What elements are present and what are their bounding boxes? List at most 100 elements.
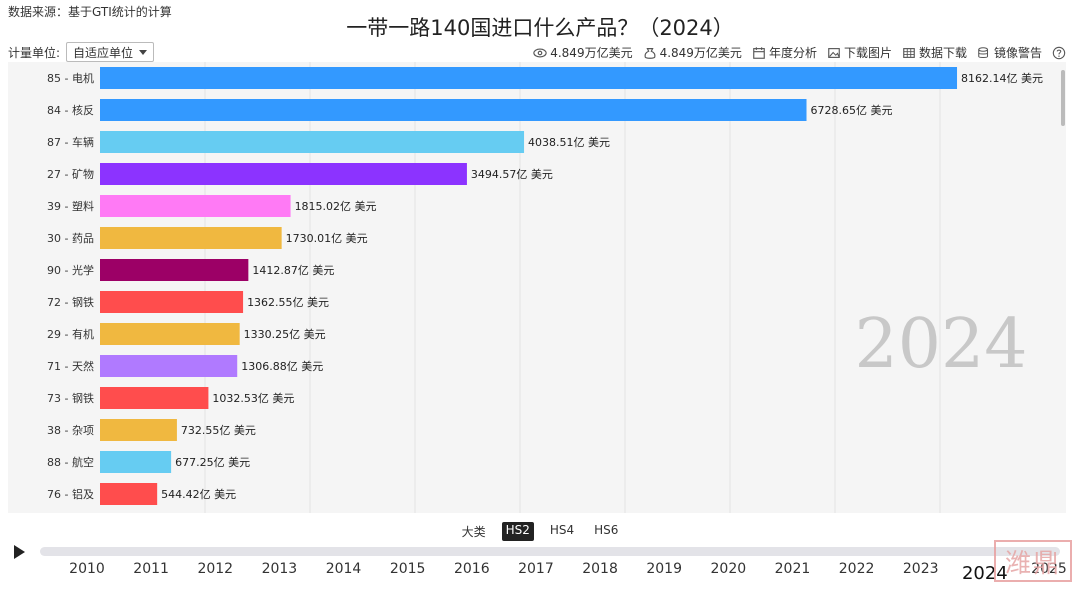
timeline-year[interactable]: 2016	[453, 561, 490, 577]
watermark-stamp: 潍鼎	[994, 540, 1072, 582]
category-label: 27 - 矿物	[47, 167, 94, 181]
timeline-years: 2010 2011 2012 2013 2014 2015 2016 2017 2018 2019…	[0, 561, 1080, 585]
stat-a[interactable]: 4.849万亿美元	[533, 44, 633, 61]
download-image-label: 下载图片	[843, 46, 892, 60]
timeline-year[interactable]: 2012	[197, 561, 234, 577]
timeline-year[interactable]: 2019	[646, 561, 683, 577]
grid-lines	[204, 62, 941, 513]
category-label: 72 - 钢铁	[47, 296, 94, 309]
value-label: 1032.53亿 美元	[212, 392, 294, 405]
chart-title: 一带一路140国进口什么产品？（2024）	[346, 16, 734, 40]
value-label: 1730.01亿 美元	[286, 232, 368, 245]
timeline-year[interactable]: 2020	[710, 561, 747, 577]
category-label: 71 - 天然	[47, 359, 94, 373]
bar[interactable]	[100, 163, 467, 185]
mirror-warning-label: 镜像警告	[993, 46, 1042, 60]
download-data-button[interactable]: 数据下载	[902, 44, 967, 61]
timeline-year[interactable]: 2021	[774, 561, 811, 577]
bar[interactable]	[100, 387, 209, 409]
scrollbar-thumb[interactable]	[1061, 70, 1065, 126]
value-label: 1815.02亿 美元	[295, 200, 377, 213]
bar[interactable]	[100, 131, 525, 153]
bar[interactable]	[100, 67, 958, 89]
play-icon[interactable]	[14, 545, 25, 559]
category-label: 39 - 塑料	[47, 199, 94, 213]
level-tab[interactable]: HS2	[501, 522, 534, 541]
timeline-year[interactable]: 2014	[325, 561, 362, 577]
bar-chart: 2024 85 - 电机 8162.14亿 美元 84 - 核反 6728.65亿 美…	[47, 62, 1043, 513]
value-label: 4038.51亿 美元	[528, 136, 610, 149]
timeline-year[interactable]: 2024	[961, 563, 1008, 584]
value-label: 1330.25亿 美元	[244, 328, 326, 341]
bar[interactable]	[100, 227, 282, 249]
bar[interactable]	[100, 451, 172, 473]
timeline-year[interactable]: 2010	[69, 561, 105, 577]
bar[interactable]	[100, 355, 238, 377]
year-watermark: 2024	[854, 305, 1027, 384]
bar[interactable]	[100, 483, 158, 505]
stat-b[interactable]: 4.849万亿美元	[643, 44, 742, 61]
unit-label: 计量单位:	[8, 45, 61, 60]
timeline-year[interactable]: 2017	[518, 561, 554, 577]
money-bag-icon	[644, 47, 656, 59]
bar[interactable]	[100, 195, 291, 217]
data-source-label: 数据来源：基于GTI统计的计算	[8, 5, 172, 19]
value-label: 8162.14亿 美元	[961, 72, 1043, 85]
mirror-warning-button[interactable]: 镜像警告	[977, 44, 1042, 61]
download-image-button[interactable]: 下载图片	[827, 44, 892, 61]
timeline-year[interactable]: 2025	[1031, 561, 1067, 577]
category-label: 38 - 杂项	[47, 424, 94, 437]
timeline-year[interactable]: 2013	[261, 561, 298, 577]
timeline-track[interactable]	[40, 547, 1060, 556]
level-tab[interactable]: 大类	[461, 525, 486, 539]
category-label: 88 - 航空	[47, 455, 94, 469]
category-label: 29 - 有机	[47, 327, 94, 341]
value-label: 3494.57亿 美元	[471, 168, 553, 181]
timeline-year[interactable]: 2023	[902, 561, 939, 577]
category-label: 85 - 电机	[47, 71, 94, 85]
value-label: 1412.87亿 美元	[252, 264, 334, 277]
bar[interactable]	[100, 99, 807, 121]
hs-level-tabs: 大类 HS2 HS4 HS6	[0, 522, 1080, 541]
value-label: 1362.55亿 美元	[247, 296, 329, 309]
bar[interactable]	[100, 259, 249, 281]
chart-panel: 2024 85 - 电机 8162.14亿 美元 84 - 核反 6728.65亿 美…	[8, 62, 1066, 513]
timeline-year[interactable]: 2018	[582, 561, 618, 577]
value-label: 544.42亿 美元	[161, 488, 236, 501]
level-tab[interactable]: HS6	[594, 523, 619, 537]
help-button[interactable]	[1052, 46, 1066, 60]
annual-analysis-button[interactable]: 年度分析	[752, 44, 817, 61]
database-icon	[978, 46, 989, 58]
stat-a-value: 4.849万亿美元	[550, 46, 633, 60]
level-tab[interactable]: HS4	[549, 523, 575, 537]
bars: 85 - 电机 8162.14亿 美元 84 - 核反 6728.65亿 美元 87 -…	[47, 67, 1043, 505]
chevron-down-icon	[139, 49, 148, 55]
bar[interactable]	[100, 419, 177, 441]
timeline-year[interactable]: 2015	[389, 561, 426, 577]
timeline-year[interactable]: 2011	[133, 561, 169, 577]
category-label: 90 - 光学	[47, 263, 94, 277]
value-label: 6728.65亿 美元	[811, 104, 893, 117]
eye-icon	[533, 47, 547, 58]
category-label: 87 - 车辆	[47, 135, 94, 149]
unit-dropdown[interactable]: 自适应单位	[66, 42, 155, 62]
bar[interactable]	[100, 291, 244, 313]
category-label: 73 - 钢铁	[47, 392, 94, 405]
annual-analysis-label: 年度分析	[768, 46, 817, 60]
help-icon	[1052, 46, 1066, 59]
calendar-icon	[753, 46, 765, 59]
timeline-year[interactable]: 2022	[838, 561, 875, 577]
unit-selector-row: 计量单位: 自适应单位	[8, 42, 155, 62]
toolbar: 4.849万亿美元 4.849万亿美元 年度分析 下载图片 数据下载 镜像警告	[533, 44, 1066, 61]
category-label: 84 - 核反	[47, 103, 94, 117]
category-label: 76 - 铝及	[47, 487, 94, 501]
image-icon	[828, 47, 840, 58]
value-label: 1306.88亿 美元	[241, 360, 323, 373]
watermark-text: 潍鼎	[1004, 548, 1061, 579]
category-label: 30 - 药品	[47, 232, 94, 245]
bar[interactable]	[100, 323, 240, 345]
stat-b-value: 4.849万亿美元	[659, 46, 742, 60]
unit-dropdown-value: 自适应单位	[73, 45, 134, 60]
download-data-label: 数据下载	[918, 46, 967, 60]
value-label: 732.55亿 美元	[181, 424, 256, 437]
